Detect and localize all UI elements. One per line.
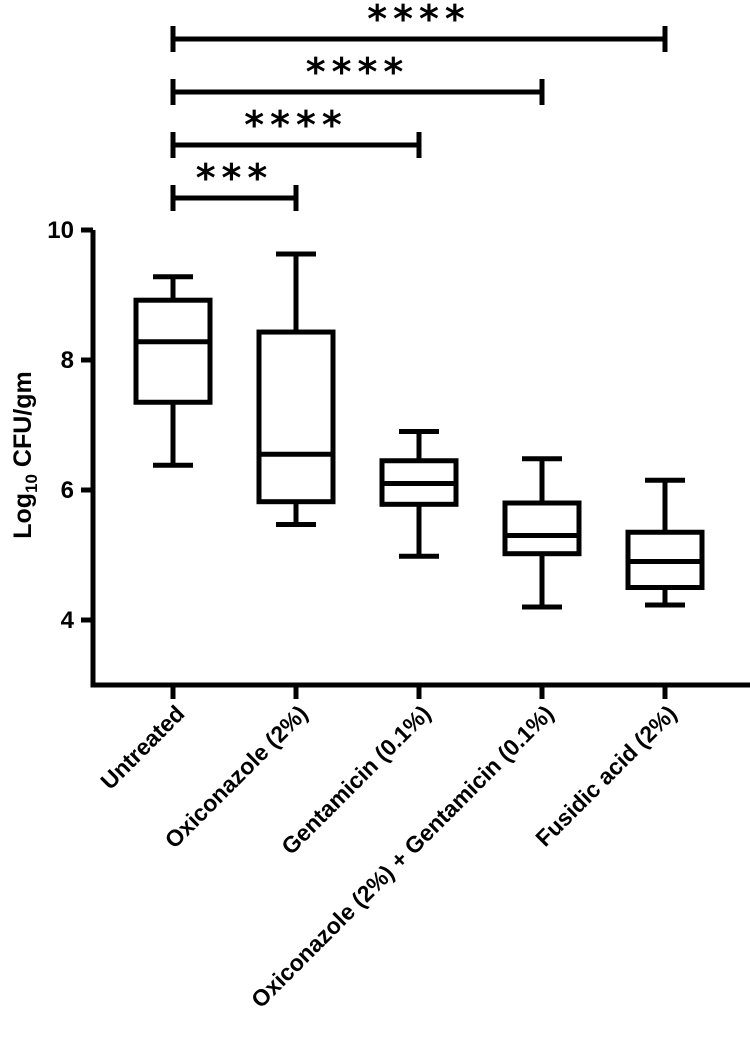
significance-label: **** (306, 50, 410, 94)
box-iqr (256, 329, 336, 505)
box-series (133, 251, 705, 610)
box-iqr (133, 297, 213, 405)
significance-bracket: *** (170, 156, 299, 211)
box-1 (133, 274, 213, 468)
significance-bracket: **** (170, 0, 668, 52)
y-axis-label: Log10 CFU/gm (9, 371, 41, 539)
significance-label: *** (196, 156, 274, 200)
y-tick-label: 10 (47, 217, 74, 244)
y-tick-label: 6 (61, 477, 74, 504)
y-tick-label: 8 (61, 347, 74, 374)
box-4 (502, 456, 582, 610)
y-tick-label: 4 (61, 607, 75, 634)
box-3 (379, 429, 459, 559)
box-2 (256, 251, 336, 527)
significance-label: **** (367, 0, 471, 41)
x-tick-label: Untreated (95, 700, 189, 794)
significance-bracket: **** (170, 50, 545, 105)
significance-brackets: *************** (170, 0, 668, 211)
significance-label: **** (244, 103, 348, 147)
box-5 (625, 477, 705, 608)
significance-bracket: **** (170, 103, 422, 158)
box-iqr (502, 500, 582, 557)
